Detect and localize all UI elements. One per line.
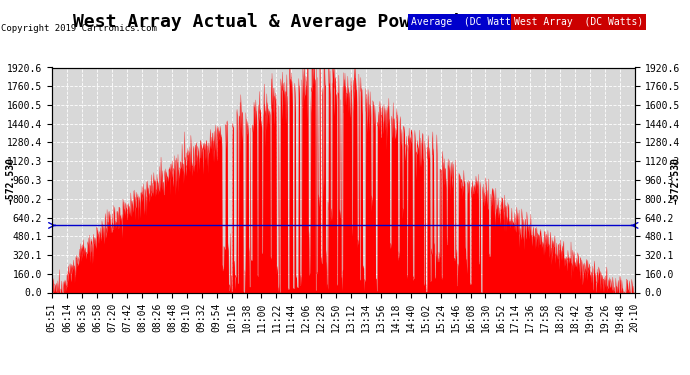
Text: West Array  (DC Watts): West Array (DC Watts) <box>514 17 643 27</box>
Text: →572.530: →572.530 <box>6 156 16 204</box>
Text: Average  (DC Watts): Average (DC Watts) <box>411 17 522 27</box>
Text: West Array Actual & Average Power Thu Jun 13 20:31: West Array Actual & Average Power Thu Ju… <box>73 13 617 31</box>
Text: →572.530: →572.530 <box>671 156 680 204</box>
Text: Copyright 2019 Cartronics.com: Copyright 2019 Cartronics.com <box>1 24 157 33</box>
